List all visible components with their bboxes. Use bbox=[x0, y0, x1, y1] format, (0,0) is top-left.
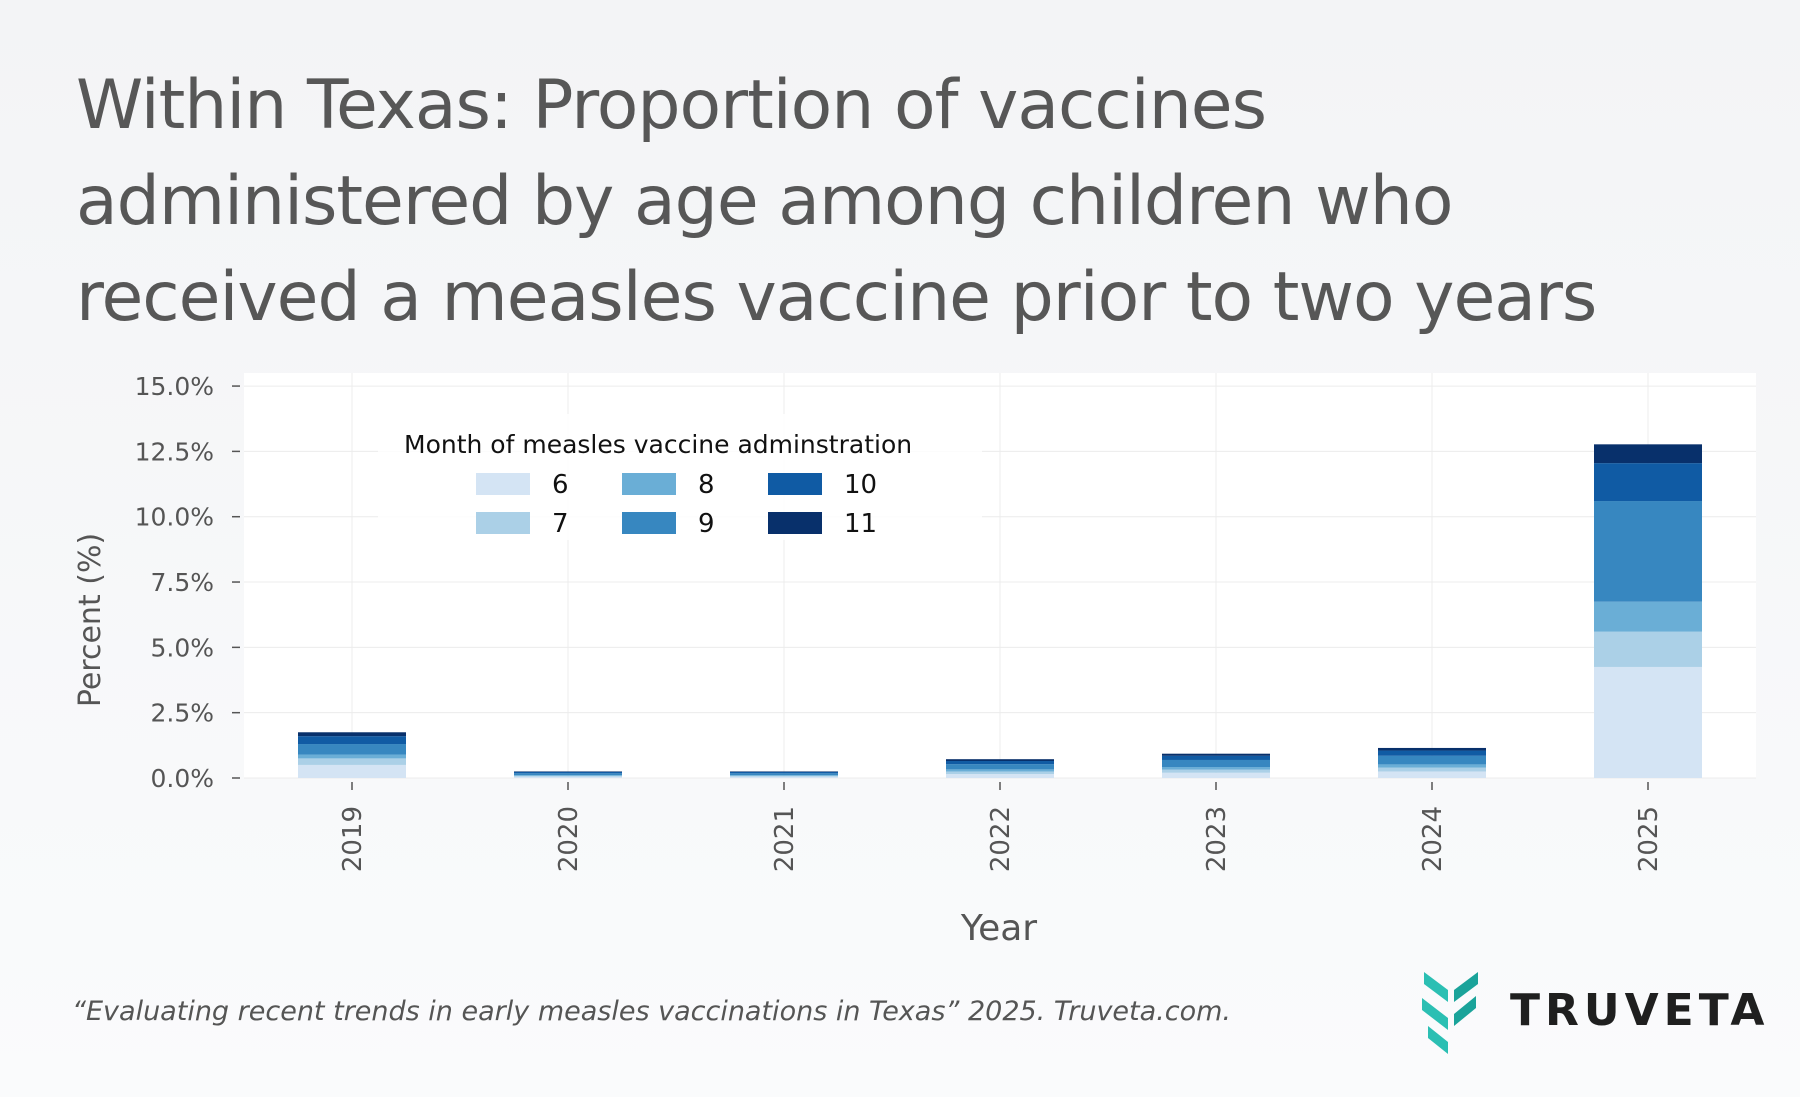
bar-segment bbox=[1378, 750, 1486, 756]
bar-segment bbox=[1162, 772, 1270, 778]
bar-segment bbox=[730, 775, 838, 776]
bar-segment bbox=[1378, 755, 1486, 765]
legend-label: 9 bbox=[698, 509, 715, 539]
bar-segment bbox=[730, 771, 838, 772]
bar-segment bbox=[730, 775, 838, 777]
x-tick-label: 2025 bbox=[1634, 806, 1664, 872]
legend-swatch bbox=[622, 473, 676, 495]
bar-segment bbox=[298, 758, 406, 765]
bar-segment bbox=[1162, 767, 1270, 770]
bar-segment bbox=[1378, 747, 1486, 751]
legend-label: 10 bbox=[844, 470, 877, 500]
truveta-logo[interactable]: TRUVETA bbox=[1416, 966, 1769, 1054]
bar-segment bbox=[946, 759, 1054, 762]
y-tick-label: 7.5% bbox=[150, 568, 214, 597]
bar-segment bbox=[946, 771, 1054, 775]
bar-segment bbox=[1162, 755, 1270, 760]
bars bbox=[298, 444, 1702, 778]
bar-segment bbox=[1594, 631, 1702, 667]
y-tick-label: 5.0% bbox=[150, 633, 214, 662]
bar-segment bbox=[1594, 463, 1702, 502]
y-axis-label: Percent (%) bbox=[73, 533, 108, 707]
bar-segment bbox=[298, 764, 406, 778]
bar-segment bbox=[730, 771, 838, 774]
truveta-leaf-icon bbox=[1422, 972, 1478, 1054]
bar-segment bbox=[1594, 601, 1702, 632]
bar-segment bbox=[730, 773, 838, 776]
citation: “Evaluating recent trends in early measl… bbox=[72, 996, 1232, 1027]
title-line-3: received a measles vaccine prior to two … bbox=[76, 258, 1597, 337]
x-tick-label: 2021 bbox=[770, 806, 800, 872]
x-tick-label: 2019 bbox=[338, 806, 368, 872]
x-tick-label: 2023 bbox=[1202, 806, 1232, 872]
x-axis: 2019 2020 2021 2022 2023 2024 2025 bbox=[338, 782, 1664, 872]
legend-title: Month of measles vaccine adminstration bbox=[404, 430, 912, 459]
bar-segment bbox=[514, 771, 622, 774]
bar-segment bbox=[1162, 753, 1270, 756]
bar-segment bbox=[298, 732, 406, 737]
bar-segment bbox=[514, 775, 622, 777]
legend-label: 8 bbox=[698, 470, 715, 500]
legend-swatch bbox=[768, 512, 822, 534]
legend-swatch bbox=[476, 473, 530, 495]
y-tick-label: 12.5% bbox=[135, 437, 214, 466]
bar-segment bbox=[514, 773, 622, 776]
bar-segment bbox=[730, 776, 838, 778]
bar-segment bbox=[298, 754, 406, 759]
legend-swatch bbox=[476, 512, 530, 534]
x-tick-label: 2024 bbox=[1418, 806, 1448, 872]
bar-segment bbox=[1594, 666, 1702, 778]
title-line-1: Within Texas: Proportion of vaccines bbox=[76, 66, 1267, 145]
logo-text: TRUVETA bbox=[1510, 984, 1770, 1036]
legend-label: 6 bbox=[552, 470, 569, 500]
x-tick-label: 2020 bbox=[554, 806, 584, 872]
legend-swatch bbox=[622, 512, 676, 534]
bar-segment bbox=[1594, 444, 1702, 464]
y-tick-label: 10.0% bbox=[135, 503, 214, 532]
bar-segment bbox=[298, 736, 406, 745]
bar-segment bbox=[1162, 769, 1270, 773]
bar-segment bbox=[946, 761, 1054, 765]
bar-segment bbox=[946, 774, 1054, 778]
bar-segment bbox=[1378, 771, 1486, 778]
bar-segment bbox=[1162, 759, 1270, 768]
y-tick-label: 15.0% bbox=[135, 372, 214, 401]
x-tick-label: 2022 bbox=[986, 806, 1016, 872]
y-axis: 0.0% 2.5% 5.0% 7.5% 10.0% 12.5% 15.0% bbox=[135, 372, 240, 793]
bar-segment bbox=[1594, 501, 1702, 602]
y-tick-label: 0.0% bbox=[150, 764, 214, 793]
bar-segment bbox=[1378, 764, 1486, 768]
bar-segment bbox=[514, 771, 622, 772]
y-tick-label: 2.5% bbox=[150, 699, 214, 728]
page-title: Within Texas: Proportion of vaccines adm… bbox=[76, 58, 1756, 346]
bar-segment bbox=[298, 744, 406, 755]
bar-segment bbox=[946, 769, 1054, 772]
bar-segment bbox=[514, 775, 622, 776]
bar-segment bbox=[946, 764, 1054, 770]
title-line-2: administered by age among children who bbox=[76, 162, 1453, 241]
legend-swatch bbox=[768, 473, 822, 495]
legend: Month of measles vaccine adminstration 6… bbox=[378, 414, 982, 540]
x-axis-label: Year bbox=[960, 908, 1037, 949]
legend-label: 7 bbox=[552, 509, 569, 539]
legend-label: 11 bbox=[844, 509, 877, 539]
stacked-bar-chart: 0.0% 2.5% 5.0% 7.5% 10.0% 12.5% 15.0% 2019 2020… bbox=[73, 372, 1756, 949]
bar-segment bbox=[514, 776, 622, 778]
bar-segment bbox=[1378, 767, 1486, 772]
